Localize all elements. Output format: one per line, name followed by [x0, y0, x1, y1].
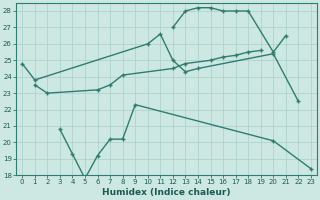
X-axis label: Humidex (Indice chaleur): Humidex (Indice chaleur): [102, 188, 231, 197]
